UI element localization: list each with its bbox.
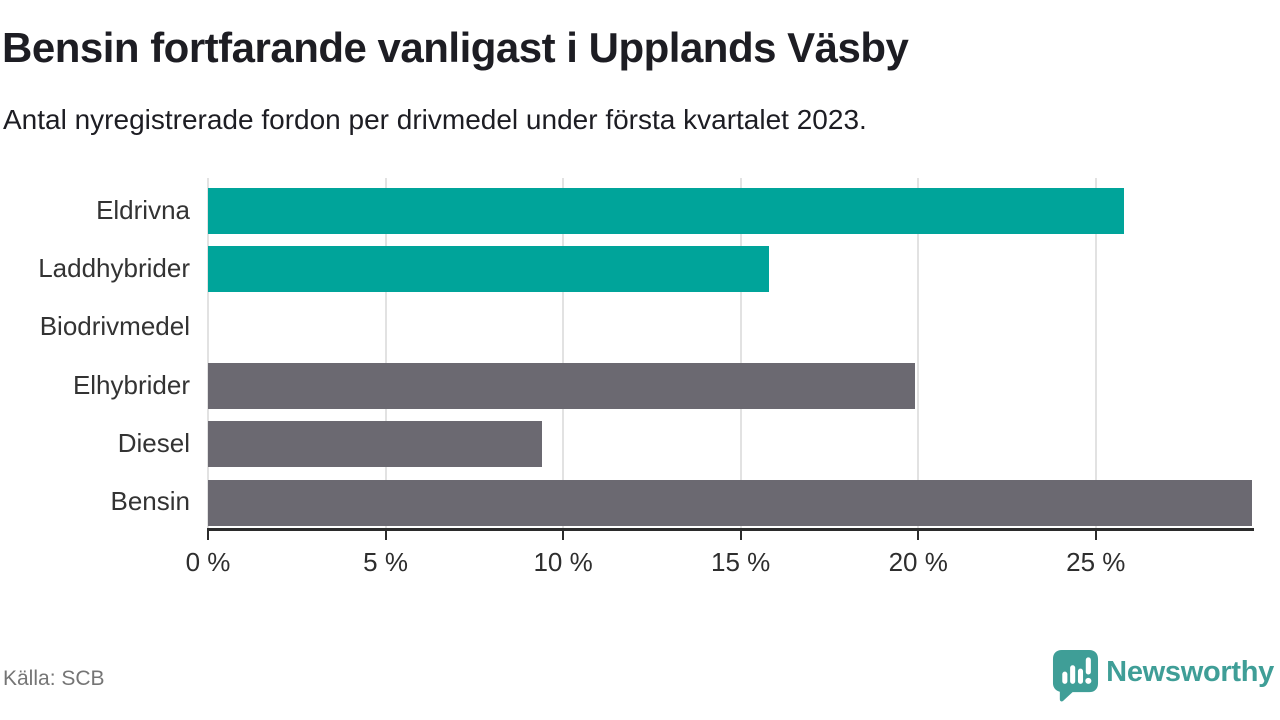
x-axis-tick-label: 20 % bbox=[888, 547, 948, 577]
page-subtitle: Antal nyregistrerade fordon per drivmede… bbox=[3, 104, 867, 135]
gridline bbox=[739, 178, 742, 528]
gridline bbox=[1094, 178, 1097, 528]
bar-row bbox=[208, 470, 1252, 528]
y-axis-label: Elhybrider bbox=[72, 369, 190, 400]
y-axis-label: Biodrivmedel bbox=[39, 311, 190, 342]
gridlines-layer bbox=[207, 178, 1252, 528]
x-axis-tick bbox=[207, 530, 209, 540]
y-axis-label: Eldrivna bbox=[96, 194, 190, 225]
bar-row bbox=[208, 178, 1252, 236]
x-axis-tick-label: 25 % bbox=[1066, 547, 1126, 577]
brand-logo: Newsworthy bbox=[1052, 649, 1274, 703]
x-axis-tick bbox=[384, 530, 387, 540]
gridline bbox=[384, 178, 387, 528]
bar-row bbox=[208, 236, 1252, 294]
y-axis-labels: Eldrivna Laddhybrider Biodrivmedel Elhybrid… bbox=[0, 178, 190, 528]
x-axis-line bbox=[207, 528, 1254, 531]
bar-eldrivna bbox=[208, 188, 1125, 234]
y-axis-label: Diesel bbox=[117, 427, 190, 458]
bar-row bbox=[208, 295, 1252, 353]
brand-wordmark: Newsworthy bbox=[1106, 656, 1274, 688]
x-axis-tick bbox=[917, 530, 920, 540]
gridline bbox=[562, 178, 565, 528]
gridline bbox=[207, 178, 209, 528]
x-axis-tick-label: 5 % bbox=[363, 547, 408, 577]
source-credit: Källa: SCB bbox=[3, 667, 105, 690]
plot-area: 0 % 5 % 10 % 15 % 20 % 25 % bbox=[186, 178, 1254, 577]
x-axis-tick-label: 15 % bbox=[711, 547, 771, 577]
x-axis-tick bbox=[739, 530, 742, 540]
x-axis-tick bbox=[562, 530, 565, 540]
bar-chart: Eldrivna Laddhybrider Biodrivmedel Elhybrid… bbox=[0, 178, 1280, 577]
bars-layer bbox=[208, 178, 1252, 528]
bar-elhybrider bbox=[208, 362, 915, 409]
page-title: Bensin fortfarande vanligast i Upplands … bbox=[2, 24, 909, 71]
bar-diesel bbox=[208, 421, 542, 468]
bar-bensin bbox=[208, 479, 1252, 526]
bar-laddhybrider bbox=[208, 246, 770, 293]
x-axis-tick bbox=[1094, 530, 1097, 540]
x-axis-tick-label: 0 % bbox=[185, 547, 231, 577]
newsworthy-logo-icon bbox=[1053, 650, 1099, 702]
x-axis-tick-label: 10 % bbox=[533, 547, 593, 577]
gridline bbox=[917, 178, 920, 528]
y-axis-label: Laddhybrider bbox=[38, 252, 190, 283]
y-axis-label: Bensin bbox=[110, 486, 191, 517]
bar-row bbox=[208, 353, 1252, 411]
bar-row bbox=[208, 411, 1252, 469]
